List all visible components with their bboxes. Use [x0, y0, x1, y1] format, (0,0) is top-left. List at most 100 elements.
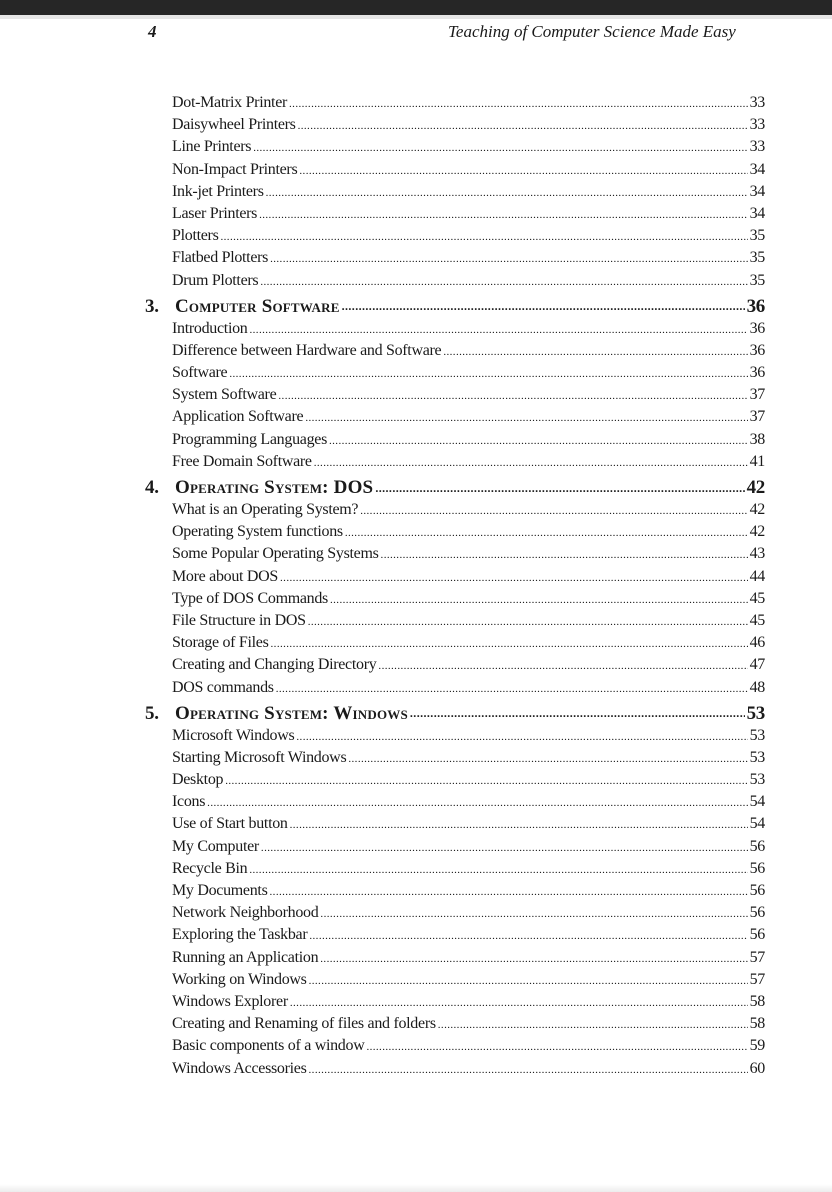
dot-leader: ........................................…: [249, 323, 748, 336]
toc-entry-title: Network Neighborhood: [172, 904, 319, 922]
toc-page-number: 58: [749, 992, 766, 1010]
toc-entry-title: More about DOS: [172, 567, 279, 585]
dot-leader: ........................................…: [229, 368, 747, 381]
toc-page-number: 56: [749, 882, 766, 899]
toc-entry: Microsoft Windows.......................…: [145, 727, 765, 749]
toc-entry-title: Running an Application: [172, 948, 319, 966]
dot-leader: ........................................…: [437, 1019, 748, 1032]
toc-page-number: 36: [749, 319, 766, 337]
toc-entry: Windows Explorer........................…: [145, 993, 765, 1015]
dot-leader: ........................................…: [269, 886, 748, 898]
toc-entry: Creating and Changing Directory.........…: [145, 656, 765, 678]
toc-entry: Application Software....................…: [145, 408, 765, 430]
toc-entry-title: Dot-Matrix Printer: [172, 94, 288, 111]
dot-leader: ........................................…: [409, 706, 745, 721]
toc-page-number: 53: [749, 726, 766, 744]
toc-entry-title: Introduction: [172, 319, 248, 337]
toc-entry-title: Free Domain Software: [172, 452, 312, 470]
toc-entry-title: Some Popular Operating Systems: [172, 545, 379, 563]
toc-entry: Software................................…: [145, 364, 765, 386]
toc-entry-title: Computer Software: [175, 295, 340, 317]
toc-page-number: 45: [749, 611, 766, 629]
toc-page-number: 36: [746, 295, 766, 317]
toc-page-number: 54: [749, 793, 766, 811]
toc-entry-title: Recycle Bin: [172, 859, 248, 877]
toc-entry-title: Application Software: [172, 408, 304, 426]
scan-bottom-edge: [0, 1184, 832, 1192]
chapter-number: 4.: [145, 477, 159, 498]
toc-entry: My Documents............................…: [145, 882, 765, 904]
toc-entry: System Software.........................…: [145, 386, 765, 408]
toc-page-number: 45: [749, 589, 766, 607]
toc-entry-title: Creating and Renaming of files and folde…: [172, 1015, 436, 1033]
toc-entry: Network Neighborhood....................…: [145, 904, 765, 926]
dot-leader: ........................................…: [308, 1063, 748, 1076]
toc-entry-title: Microsoft Windows: [172, 726, 295, 744]
toc-page-number: 47: [749, 656, 766, 674]
toc-entry-title: Plotters: [172, 227, 219, 245]
dot-leader: ........................................…: [270, 253, 748, 266]
toc-entry: Free Domain Software....................…: [145, 453, 765, 475]
toc-entry-title: Programming Languages: [172, 430, 327, 448]
toc-page-number: 34: [749, 160, 766, 178]
toc-page-number: 33: [749, 116, 766, 134]
scan-top-edge: [0, 0, 832, 15]
toc-entry-title: Software: [172, 364, 228, 382]
toc-entry: Starting Microsoft Windows..............…: [145, 749, 765, 771]
dot-leader: ........................................…: [308, 974, 748, 987]
dot-leader: ........................................…: [275, 682, 748, 695]
toc-entry: Working on Windows......................…: [145, 971, 765, 993]
toc-entry: Programming Languages...................…: [145, 431, 765, 453]
toc-entry-title: Use of Start button: [172, 815, 288, 833]
toc-entry-title: Creating and Changing Directory: [172, 656, 377, 674]
toc-entry: Drum Plotters...........................…: [145, 272, 765, 294]
dot-leader: ........................................…: [309, 930, 748, 943]
dot-leader: ........................................…: [260, 841, 748, 854]
toc-entry-title: My Documents: [172, 882, 268, 899]
toc-entry: Desktop.................................…: [145, 771, 765, 793]
toc-page-number: 36: [749, 341, 766, 359]
chapter-number: 3.: [145, 295, 159, 317]
dot-leader: ........................................…: [296, 730, 747, 743]
toc-entry-title: Non-Impact Printers: [172, 160, 298, 178]
toc-page-number: 38: [749, 430, 766, 448]
toc-entry-title: Operating System: Windows: [175, 702, 408, 724]
toc-entry-title: System Software: [172, 386, 277, 404]
scan-shadow: [0, 15, 832, 19]
toc-entry: DOS commands............................…: [145, 679, 765, 701]
toc-page-number: 42: [749, 501, 766, 518]
toc-page-number: 58: [749, 1015, 766, 1033]
toc-page-number: 53: [746, 702, 766, 724]
toc-page-number: 57: [749, 970, 766, 988]
dot-leader: ........................................…: [329, 434, 748, 447]
toc-entry: Some Popular Operating Systems..........…: [145, 545, 765, 567]
dot-leader: ........................................…: [249, 863, 748, 876]
toc-entry: Storage of Files........................…: [145, 634, 765, 656]
dot-leader: ........................................…: [225, 775, 747, 788]
toc-entry-title: Type of DOS Commands: [172, 589, 328, 607]
dot-leader: ........................................…: [260, 275, 747, 288]
toc-entry-title: My Computer: [172, 837, 259, 855]
toc-entry: Laser Printers..........................…: [145, 205, 765, 227]
toc-entry-title: What is an Operating System?: [172, 501, 359, 518]
toc-page-number: 35: [749, 249, 766, 267]
toc-entry: Basic components of a window............…: [145, 1037, 765, 1059]
toc-entry-title: Difference between Hardware and Software: [172, 341, 442, 359]
toc-entry-title: Storage of Files: [172, 634, 269, 652]
toc-entry-title: DOS commands: [172, 678, 274, 696]
toc-entry-title: Laser Printers: [172, 204, 258, 222]
dot-leader: ........................................…: [299, 164, 747, 177]
toc-page-number: 56: [749, 837, 766, 855]
toc-entry-title: Flatbed Plotters: [172, 249, 269, 267]
page-number: 4: [148, 22, 157, 41]
dot-leader: ........................................…: [289, 819, 748, 832]
toc-page-number: 60: [749, 1059, 766, 1077]
toc-page-number: 35: [749, 227, 766, 245]
toc-entry: Line Printers...........................…: [145, 138, 765, 160]
toc-page-number: 43: [749, 545, 766, 563]
toc-page-number: 59: [749, 1037, 766, 1055]
toc-page-number: 53: [749, 748, 766, 766]
toc-page-number: 44: [749, 567, 766, 585]
dot-leader: ........................................…: [375, 480, 744, 495]
dot-leader: ........................................…: [297, 120, 748, 133]
